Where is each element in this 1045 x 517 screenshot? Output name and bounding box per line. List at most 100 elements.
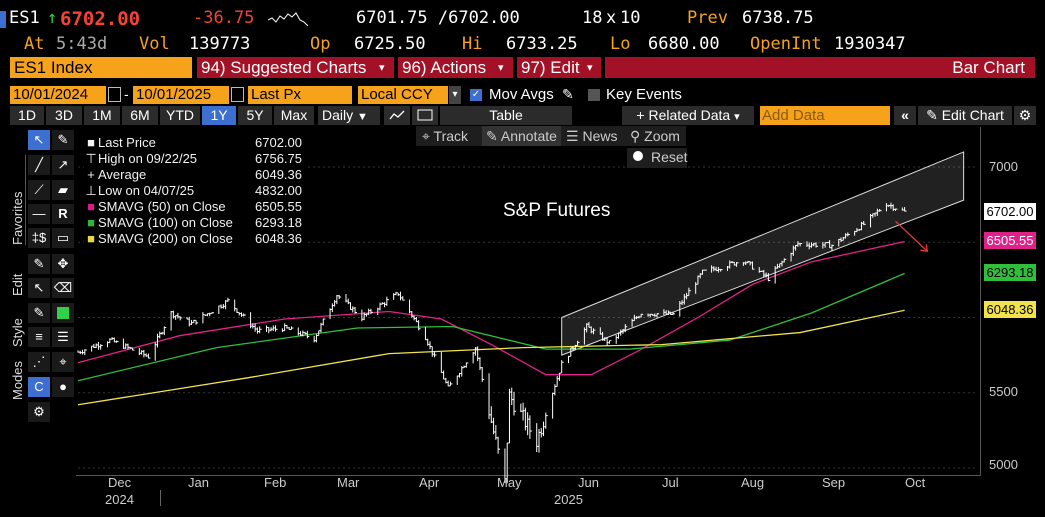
date-toolbar: 10/01/2024 - 10/01/2025 Last Px Local CC… bbox=[0, 86, 1045, 104]
ticker-symbol[interactable]: ES1 bbox=[9, 8, 40, 28]
color-swatch[interactable] bbox=[52, 303, 74, 323]
legend-marker-icon: ■ bbox=[87, 135, 95, 150]
segment-tool-icon[interactable]: ⟋ bbox=[28, 180, 50, 200]
security-field[interactable]: ES1 Index bbox=[10, 57, 192, 78]
range-5y[interactable]: 5Y bbox=[238, 106, 272, 125]
move-tool-icon[interactable]: ✥ bbox=[52, 254, 74, 274]
side-tab-modes[interactable]: Modes bbox=[10, 360, 25, 400]
y-tick-7000: 7000 bbox=[989, 159, 1018, 174]
side-tab-style[interactable]: Style bbox=[10, 318, 25, 347]
legend-value: 6756.75 bbox=[255, 151, 302, 166]
line-chart-button[interactable] bbox=[384, 106, 410, 125]
channel-tool-icon[interactable]: ▰ bbox=[52, 180, 74, 200]
range-ytd[interactable]: YTD bbox=[160, 106, 200, 125]
reset-button[interactable]: Reset bbox=[627, 148, 688, 168]
field-select-value: Last Px bbox=[251, 86, 302, 103]
calendar-icon[interactable] bbox=[108, 87, 121, 102]
key-events-checkbox[interactable] bbox=[588, 89, 600, 101]
line-style-icon[interactable]: ☰ bbox=[52, 327, 74, 347]
legend-value: 6293.18 bbox=[255, 215, 302, 230]
range-1d[interactable]: 1D bbox=[10, 106, 44, 125]
news-button[interactable]: ☰ News bbox=[566, 127, 617, 145]
pencil-icon[interactable]: ✎ bbox=[562, 86, 574, 102]
rectangle-tool-icon[interactable]: ▭ bbox=[52, 228, 74, 248]
retracement-tool-icon[interactable]: R bbox=[52, 204, 74, 224]
edit-chart-button[interactable]: ✎ Edit Chart bbox=[918, 106, 1012, 125]
x-month-oct: Oct bbox=[905, 475, 926, 490]
gear-icon[interactable]: ⚙ bbox=[28, 402, 50, 422]
end-date-field[interactable]: 10/01/2025 bbox=[133, 86, 229, 104]
pen-tool-icon[interactable]: ✎ bbox=[52, 130, 74, 150]
open-value: 6725.50 bbox=[354, 34, 426, 54]
period-select-label: Daily bbox=[322, 107, 354, 123]
y-tick-5000: 5000 bbox=[989, 457, 1018, 472]
dotted-line-icon[interactable]: ⋰ bbox=[28, 352, 50, 372]
annotation-toolbar: ⌖ Track ✎ Annotate ☰ News ⚲ Zoom bbox=[416, 126, 686, 146]
collapse-button[interactable]: « bbox=[894, 106, 916, 125]
start-date-field[interactable]: 10/01/2024 bbox=[10, 86, 106, 104]
annotate-button[interactable]: ✎ Annotate bbox=[482, 126, 561, 146]
chart-style-button[interactable] bbox=[412, 106, 438, 125]
crosshair-mode-icon[interactable]: ⌖ bbox=[52, 352, 74, 372]
suggested-charts-menu[interactable]: 94) Suggested Charts ▾ bbox=[197, 57, 394, 78]
line-weight-icon[interactable]: ≡ bbox=[28, 327, 50, 347]
mov-avgs-checkbox[interactable]: ✓ bbox=[470, 89, 482, 101]
pointer-tool-icon[interactable]: ↖ bbox=[28, 130, 50, 150]
legend-row: + Average 6049.36 bbox=[84, 167, 306, 183]
currency-select[interactable]: Local CCY bbox=[358, 86, 448, 104]
chart-title: S&P Futures bbox=[503, 200, 611, 221]
x-year-2024: 2024 bbox=[105, 492, 134, 507]
legend-label: High on 09/22/25 bbox=[98, 151, 198, 166]
range-max[interactable]: Max bbox=[274, 106, 314, 125]
cycle-mode-icon[interactable]: C bbox=[28, 377, 50, 397]
ray-tool-icon[interactable]: ↗ bbox=[52, 155, 74, 175]
edit-menu[interactable]: 97) Edit ▾ bbox=[517, 57, 601, 78]
price-tag: 6048.36 bbox=[984, 301, 1036, 319]
vol-value: 139773 bbox=[189, 34, 251, 54]
actions-menu[interactable]: 96) Actions ▾ bbox=[398, 57, 513, 78]
legend-value: 6505.55 bbox=[255, 199, 302, 214]
side-tab-edit[interactable]: Edit bbox=[10, 273, 25, 296]
trendline-tool-icon[interactable]: ╱ bbox=[28, 155, 50, 175]
field-select[interactable]: Last Px bbox=[248, 86, 352, 104]
select-plus-icon[interactable]: ↖ bbox=[28, 278, 50, 298]
legend-row: ■ SMAVG (200) on Close 6048.36 bbox=[84, 231, 306, 247]
calendar-icon[interactable] bbox=[231, 87, 244, 102]
news-icon: ☰ bbox=[566, 128, 579, 144]
range-3d[interactable]: 3D bbox=[46, 106, 82, 125]
openint-label: OpenInt bbox=[750, 34, 822, 54]
track-button[interactable]: ⌖ Track bbox=[422, 127, 468, 145]
size-separator: x bbox=[606, 8, 617, 28]
last-price: 6702.00 bbox=[60, 8, 141, 30]
table-button[interactable]: Table bbox=[440, 106, 572, 125]
settings-button[interactable]: ⚙ bbox=[1014, 106, 1036, 125]
hline-tool-icon[interactable]: — bbox=[28, 204, 50, 224]
zoom-button[interactable]: ⚲ Zoom bbox=[630, 127, 680, 145]
range-1m[interactable]: 1M bbox=[84, 106, 120, 125]
dollar-tool-icon[interactable]: ‡$ bbox=[28, 228, 50, 248]
currency-dropdown-button[interactable]: ▾ bbox=[449, 86, 461, 104]
price-tag: 6505.55 bbox=[984, 232, 1036, 250]
low-label: Lo bbox=[610, 34, 631, 54]
key-events-label[interactable]: Key Events bbox=[606, 86, 682, 103]
side-tab-favorites[interactable]: Favorites bbox=[10, 155, 26, 245]
dropdown-icon: ▾ bbox=[379, 62, 385, 74]
erase-tool-icon[interactable]: ⌫ bbox=[52, 278, 74, 298]
pencil-icon: ✎ bbox=[926, 107, 938, 123]
period-select[interactable]: Daily ▼ bbox=[318, 106, 380, 125]
mov-avgs-label[interactable]: Mov Avgs bbox=[489, 86, 554, 103]
range-6m[interactable]: 6M bbox=[122, 106, 158, 125]
palette-icon[interactable]: ● bbox=[52, 377, 74, 397]
color-picker-icon[interactable]: ✎ bbox=[28, 303, 50, 323]
chart-type-title: Bar Chart bbox=[952, 58, 1025, 77]
range-1y[interactable]: 1Y bbox=[202, 106, 236, 125]
x-month-jun: Jun bbox=[578, 475, 599, 490]
edit-chart-label: Edit Chart bbox=[941, 107, 1004, 123]
x-month-jul: Jul bbox=[662, 475, 679, 490]
add-data-input[interactable]: Add Data bbox=[760, 106, 890, 125]
related-data-button[interactable]: + Related Data ▾ bbox=[622, 106, 754, 125]
chart-type-banner: Bar Chart bbox=[605, 57, 1035, 78]
high-value: 6733.25 bbox=[506, 34, 578, 54]
draw-tool-icon[interactable]: ✎ bbox=[28, 254, 50, 274]
